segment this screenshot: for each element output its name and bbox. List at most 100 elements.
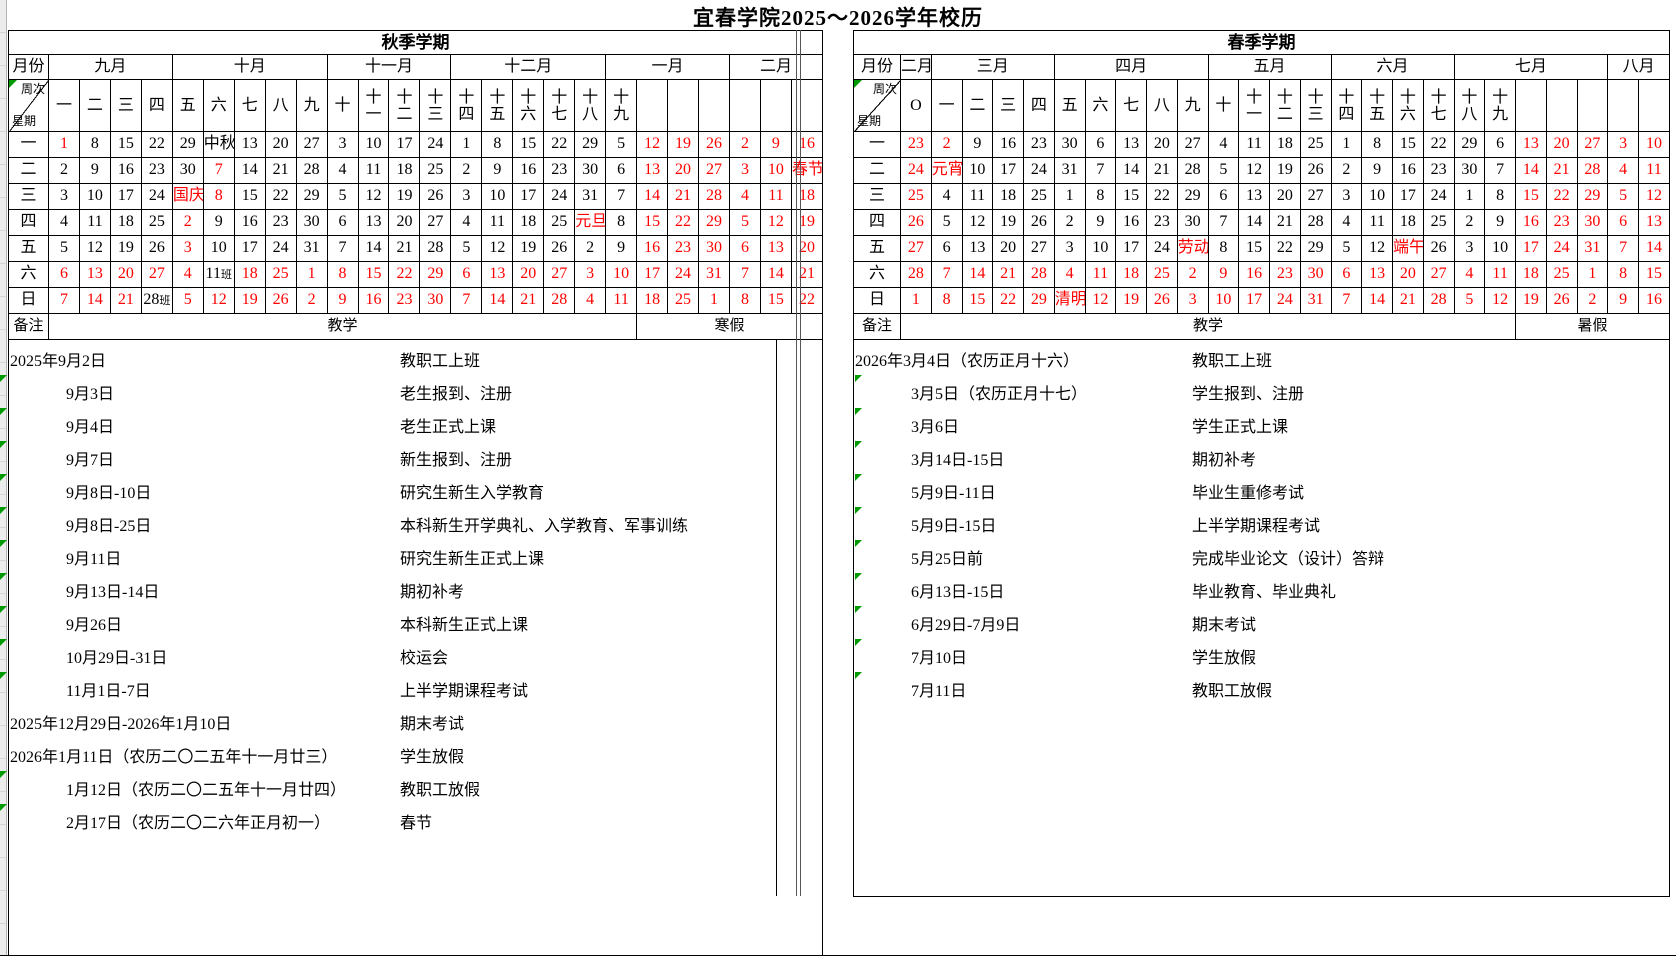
date-cell: 4	[48, 209, 80, 236]
date-cell: 4	[1053, 261, 1086, 288]
note-event: 老生正式上课	[400, 419, 497, 436]
note-event: 校运会	[400, 650, 449, 667]
note-row: 2026年1月11日（农历二〇二五年十一月廿三） 学生放假	[8, 737, 823, 770]
date-cell: 1	[295, 261, 328, 288]
note-event: 本科新生开学典礼、入学教育、军事训练	[400, 518, 689, 535]
week-number-cell: 一	[48, 79, 80, 132]
fall-notes-left-border	[8, 339, 9, 955]
week-number-cell: 十三	[419, 79, 452, 132]
note-event: 上半学期课程考试	[1192, 518, 1321, 535]
note-event: 学生报到、注册	[1192, 386, 1305, 403]
date-cell: 7	[326, 235, 359, 262]
date-cell: 23	[900, 131, 932, 158]
date-cell: 16	[1238, 261, 1270, 288]
date-cell: 7	[1207, 209, 1240, 236]
note-row: 2026年3月4日（农历正月十六） 教职工上班	[853, 341, 1670, 374]
date-cell: 6	[1484, 131, 1516, 158]
note-date: 9月4日	[66, 419, 115, 436]
date-cell: 19	[1515, 287, 1547, 314]
date-cell: 28	[419, 235, 452, 262]
weekday-label: 六	[853, 261, 901, 288]
date-cell: 24	[1023, 157, 1055, 184]
note-row: 7月10日 学生放假	[853, 638, 1670, 671]
date-cell: 6	[326, 209, 359, 236]
date-cell: 5	[1453, 287, 1486, 314]
date-cell: 22	[992, 287, 1024, 314]
note-date: 2025年12月29日-2026年1月10日	[10, 716, 232, 733]
date-cell: 29	[1576, 183, 1609, 210]
note-date: 9月26日	[66, 617, 123, 634]
corner-month-label: 月份	[853, 54, 901, 80]
weekday-label: 二	[8, 157, 49, 184]
date-cell: 10	[1638, 131, 1670, 158]
date-cell: 11	[1484, 261, 1516, 288]
date-cell: 26	[1545, 287, 1578, 314]
fall-table-edge-extension	[822, 339, 823, 955]
note-row: 5月25日前 完成毕业论文（设计）答辩	[853, 539, 1670, 572]
date-cell: 20	[992, 235, 1024, 262]
date-cell: 27	[698, 157, 730, 184]
date-cell: 22	[1146, 183, 1178, 210]
date-cell: 21	[1392, 287, 1424, 314]
corner-weekday-label: 星期	[12, 114, 37, 128]
weekday-label: 三	[8, 183, 49, 210]
date-cell: 13	[78, 261, 111, 288]
date-cell: 1	[900, 287, 932, 314]
week-number-cell: 七	[1115, 79, 1147, 132]
date-cell: 2	[728, 131, 761, 158]
note-row: 10月29日-31日 校运会	[0, 638, 823, 671]
remark-section-cell: 暑假	[1515, 313, 1670, 340]
date-cell: 4	[1207, 131, 1240, 158]
date-cell: 26	[419, 183, 452, 210]
sheet-bottom-border	[0, 955, 1676, 956]
date-cell: 22	[264, 183, 297, 210]
date-cell: 10	[1484, 235, 1516, 262]
remark-label: 备注	[853, 313, 901, 340]
date-cell: 4	[574, 287, 607, 314]
date-cell: 16	[1638, 287, 1670, 314]
week-number-cell: 十四	[450, 79, 483, 132]
date-cell: 14	[961, 261, 994, 288]
date-cell: 4	[1607, 157, 1639, 184]
date-cell: 23	[1545, 209, 1578, 236]
date-cell: 1	[1576, 261, 1609, 288]
date-cell: 20	[1545, 131, 1578, 158]
comment-marker-icon	[855, 639, 862, 646]
note-row: 2025年9月2日 教职工上班	[8, 341, 823, 374]
date-cell: 劳动	[1176, 235, 1209, 262]
month-header-cell: 十一月	[326, 54, 452, 80]
week-number-cell: 十六	[512, 79, 545, 132]
note-row: 9月4日 老生正式上课	[0, 407, 823, 440]
date-cell: 10	[202, 235, 235, 262]
date-cell: 30	[1176, 209, 1209, 236]
date-cell: 11	[481, 209, 514, 236]
date-cell: 26	[1146, 287, 1178, 314]
date-cell: 25	[264, 261, 297, 288]
note-event: 期初补考	[400, 584, 465, 601]
date-cell: 20	[512, 261, 545, 288]
week-number-cell: 九	[295, 79, 328, 132]
date-cell: 20	[667, 157, 700, 184]
date-cell: 24	[667, 261, 700, 288]
date-cell: 22	[543, 131, 576, 158]
date-cell: 7	[1084, 157, 1117, 184]
date-cell: 25	[419, 157, 452, 184]
week-number-cell	[698, 79, 730, 132]
date-cell: 中秋	[202, 131, 235, 158]
note-date: 6月13日-15日	[911, 584, 1005, 601]
date-cell: 29	[1023, 287, 1055, 314]
week-number-cell	[1545, 79, 1578, 132]
date-cell: 4	[171, 261, 204, 288]
week-number-cell: 十八	[574, 79, 607, 132]
date-cell: 20	[1146, 131, 1178, 158]
note-date: 9月8日-10日	[66, 485, 152, 502]
date-cell: 30	[698, 235, 730, 262]
date-cell: 30	[1299, 261, 1332, 288]
note-event: 新生报到、注册	[400, 452, 513, 469]
date-cell: 7	[202, 157, 235, 184]
date-cell: 16	[1392, 157, 1424, 184]
date-cell: 14	[233, 157, 266, 184]
date-cell: 9	[481, 157, 514, 184]
note-row: 9月7日 新生报到、注册	[0, 440, 823, 473]
note-row: 3月6日 学生正式上课	[853, 407, 1670, 440]
